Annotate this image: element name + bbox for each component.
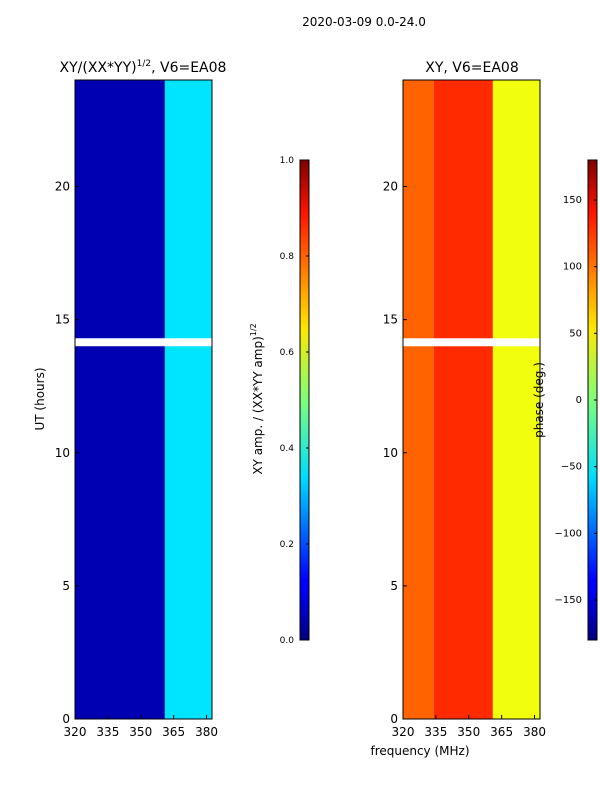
left-title-tail: , V6=EA08: [151, 60, 226, 76]
left-colorbar: [299, 159, 310, 641]
right-axes-frame: [402, 79, 541, 720]
right-y-tick-label: 20: [383, 180, 398, 194]
left-colorbar-label-main: XY amp. / (XX*YY amp): [251, 336, 265, 474]
left-panel-title: XY/(XX*YY)1/2, V6=EA08: [60, 59, 227, 76]
left-y-axis-label: UT (hours): [33, 367, 47, 430]
left-axis-ticks: 320 335 350 365 380 0 5 10 15 20: [55, 180, 218, 740]
figure-suptitle: 2020-03-09 0.0-24.0: [302, 15, 426, 29]
right-colorbar-tick-label: 50: [569, 328, 582, 339]
right-colorbar-tick-label: 100: [563, 262, 582, 273]
right-y-tick-label: 15: [383, 313, 398, 327]
left-x-tick-label: 320: [64, 725, 87, 739]
right-panel-title: XY, V6=EA08: [425, 60, 519, 76]
left-x-tick-label: 350: [129, 725, 152, 739]
right-heatmap: [403, 80, 540, 719]
left-y-tick-label: 10: [55, 446, 70, 460]
left-colorbar-tick-label: 0.2: [280, 540, 294, 550]
left-colorbar-tick-label: 0.6: [280, 348, 295, 358]
left-heatmap-band: [75, 80, 165, 719]
right-colorbar-tick-label: 150: [563, 195, 582, 206]
left-title-exponent: 1/2: [137, 59, 151, 69]
left-heatmap: [75, 80, 212, 719]
right-heatmap-band: [492, 80, 540, 719]
right-colorbar-label: phase (deg.): [532, 362, 546, 438]
left-colorbar-tick-label: 1.0: [280, 156, 295, 166]
right-x-tick-label: 380: [523, 725, 546, 739]
left-y-tick-label: 20: [55, 180, 70, 194]
left-y-tick-label: 15: [55, 313, 70, 327]
left-x-tick-label: 335: [96, 725, 119, 739]
left-colorbar-tick-label: 0.8: [280, 252, 295, 262]
right-axis-ticks: 320 335 350 365 380 0 5 10 15 20: [383, 180, 546, 740]
right-y-tick-label: 5: [390, 579, 398, 593]
right-x-tick-label: 335: [424, 725, 447, 739]
left-title-main: XY/(XX*YY): [60, 60, 137, 76]
right-colorbar-tick-label: 0: [576, 395, 582, 406]
right-x-tick-label: 320: [392, 725, 415, 739]
right-colorbar-ticks: −150 −100 −50 0 50 100 150: [555, 195, 597, 606]
left-heatmap-band: [164, 80, 212, 719]
right-y-tick-label: 10: [383, 446, 398, 460]
right-colorbar-tick-label: −100: [555, 528, 582, 539]
left-y-tick-label: 0: [62, 712, 70, 726]
x-axis-label: frequency (MHz): [370, 744, 469, 758]
right-colorbar-tick-label: −150: [555, 595, 582, 606]
right-y-tick-label: 0: [390, 712, 398, 726]
right-heatmap-band: [403, 80, 434, 719]
right-heatmap-band: [433, 80, 493, 719]
right-heatmap-gap: [403, 338, 540, 347]
left-heatmap-gap: [75, 338, 212, 347]
left-colorbar-tick-label: 0.4: [280, 444, 295, 454]
left-y-tick-label: 5: [62, 579, 70, 593]
left-colorbar-tick-label: 0.0: [280, 636, 295, 646]
left-colorbar-label: XY amp. / (XX*YY amp)1/2: [249, 323, 265, 474]
left-colorbar-label-exponent: 1/2: [249, 323, 258, 336]
left-axes-frame: [74, 79, 213, 720]
right-x-tick-label: 365: [490, 725, 513, 739]
left-colorbar-ticks: 0.0 0.2 0.4 0.6 0.8 1.0: [280, 156, 309, 646]
left-x-tick-label: 380: [195, 725, 218, 739]
right-colorbar-tick-label: −50: [561, 462, 582, 473]
left-x-tick-label: 365: [162, 725, 185, 739]
right-x-tick-label: 350: [457, 725, 480, 739]
